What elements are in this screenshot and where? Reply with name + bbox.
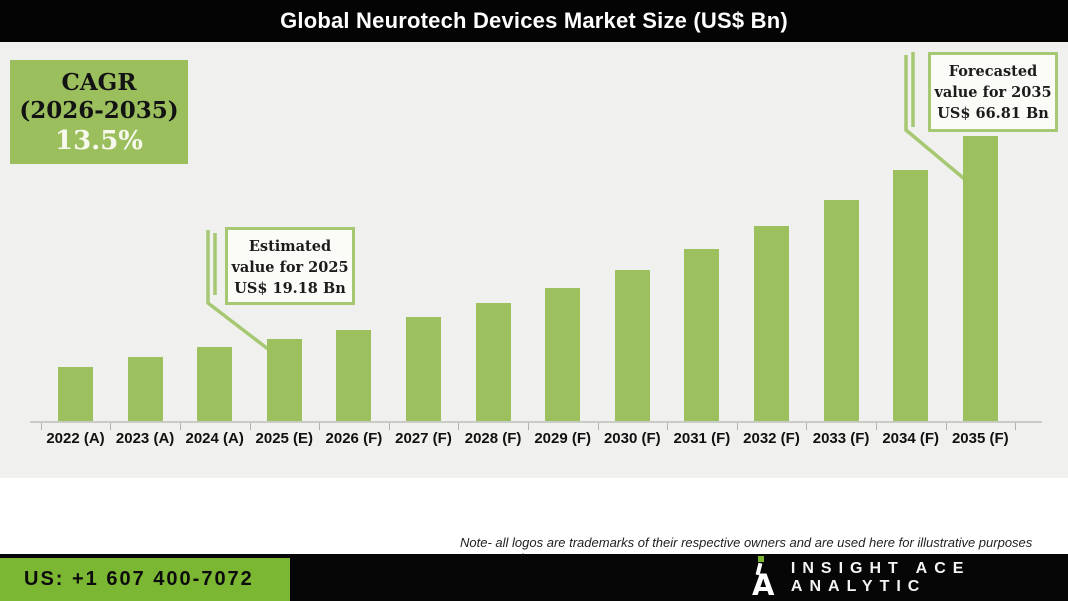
bar-2030 (F) [614,270,650,421]
x-axis-label: 2032 (F) [743,430,800,447]
x-axis-label: 2024 (A) [185,430,244,447]
x-axis-label: 2026 (F) [325,430,383,447]
phone-number: US: +1 607 400-7072 [24,568,254,590]
x-axis-label: 2030 (F) [603,430,661,447]
x-axis-tick [249,423,251,430]
x-axis-line [30,421,1042,423]
estimated-callout-line1: Estimated [248,238,332,255]
x-axis-tick [40,423,42,430]
x-axis-tick [458,423,460,430]
bar-2024 (A) [197,347,233,421]
x-axis-tick [597,423,599,430]
estimated-value-callout: Estimated value for 2025 US$ 19.18 Bn [225,227,355,305]
brand-block: A INSIGHT ACE ANALYTIC [748,554,1068,601]
x-axis-tick [945,423,947,430]
cagr-label: CAGR [61,69,137,96]
forecasted-callout-line2: value for 2035 [934,84,1052,101]
bar-2033 (F) [823,200,859,421]
x-axis-tick [110,423,112,430]
chart-title: Global Neurotech Devices Market Size (US… [280,8,788,33]
estimated-callout-value: US$ 19.18 Bn [234,280,346,297]
bar-2034 (F) [893,170,929,421]
logo-letter-a: A [752,567,775,601]
x-axis-tick [667,423,669,430]
x-axis-label: 2028 (F) [464,430,522,447]
cagr-value: 13.5% [54,126,144,156]
market-contributors-strip: Market Contributors: Medtronic Abbott 8 … [0,478,1068,554]
forecasted-connector-line [904,55,982,194]
bar-2028 (F) [475,303,511,421]
x-axis-label: 2023 (A) [115,430,175,447]
logo-green-dot [758,555,764,562]
bar-2026 (F) [336,330,372,421]
x-axis-label: 2034 (F) [882,430,940,447]
forecasted-callout-line1: Forecasted [948,63,1038,80]
x-axis-label: 2029 (F) [534,430,592,447]
bar-2027 (F) [406,317,441,421]
forecasted-value-callout: Forecasted value for 2035 US$ 66.81 Bn [928,52,1058,132]
bar-2023 (A) [127,357,163,421]
x-axis-label: 2035 (F) [951,430,1009,447]
x-axis-label: 2031 (F) [673,430,731,447]
footer-bar: US: +1 607 400-7072 A INSIGHT ACE ANALYT… [0,554,1068,601]
x-axis-tick [875,423,877,430]
x-axis-tick [806,423,808,430]
x-axis-label: 2033 (F) [812,430,870,447]
x-axis-tick [179,423,181,430]
bar-2025 (E) [266,339,302,421]
bar-2029 (F) [545,288,581,421]
cagr-box: CAGR (2026-2035) 13.5% [10,60,188,164]
trademark-note-line1: Note- all logos are trademarks of their … [460,535,1033,550]
bar-2035 (F) [962,136,998,421]
bar-2032 (F) [754,226,789,421]
cagr-range: (2026-2035) [19,97,179,124]
title-bar: Global Neurotech Devices Market Size (US… [0,0,1068,42]
phone-box: US: +1 607 400-7072 [0,558,290,601]
insight-ace-logo-icon: A [748,555,777,601]
forecasted-callout-value: US$ 66.81 Bn [937,105,1049,122]
x-axis-tick [736,423,738,430]
x-axis-label: 2025 (E) [255,430,314,447]
x-axis-tick [527,423,529,430]
bar-chart: CAGR (2026-2035) 13.5% Estimated value f… [0,42,1068,478]
x-axis-tick [388,423,390,430]
estimated-callout-line2: value for 2025 [231,259,349,276]
bar-2031 (F) [684,249,720,421]
brand-name: INSIGHT ACE ANALYTIC [790,559,971,595]
x-axis-tick [1015,423,1017,430]
x-axis-label: 2027 (F) [395,430,452,447]
x-axis-label: 2022 (A) [46,430,105,447]
bar-2022 (A) [58,367,93,421]
x-axis-tick [319,423,321,430]
